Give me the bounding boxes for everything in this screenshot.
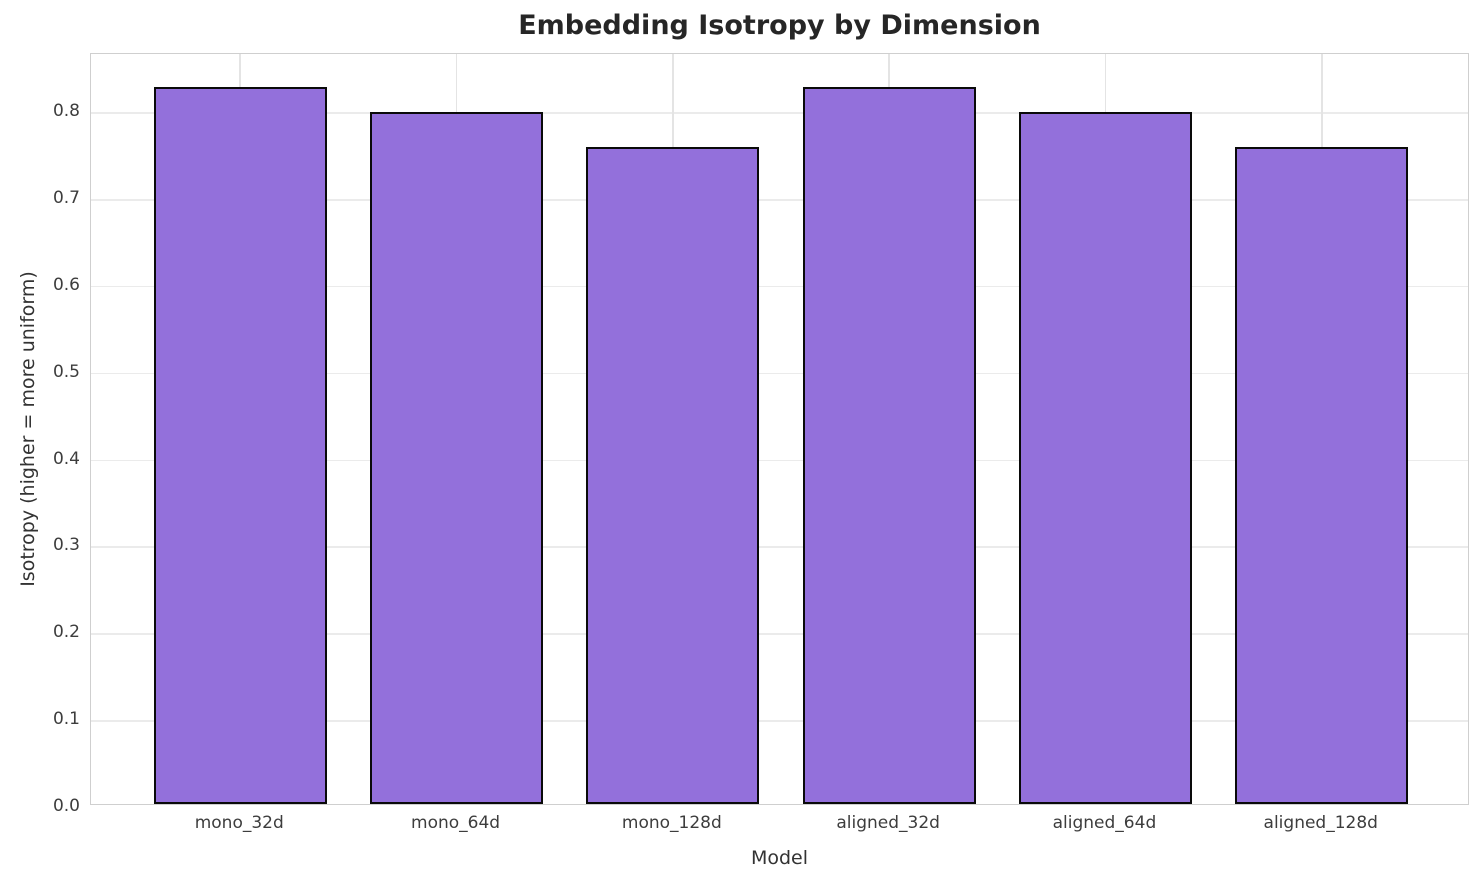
y-tick-label: 0.8 (52, 101, 80, 122)
h-gridline (91, 372, 1468, 375)
x-axis-label: Model (750, 847, 809, 869)
bar-mono_64d (370, 111, 544, 804)
y-tick-label: 0.2 (52, 622, 80, 643)
x-tick-label: aligned_64d (1052, 813, 1157, 833)
x-tick-label: aligned_32d (836, 813, 940, 833)
h-gridline (91, 459, 1468, 462)
x-tick-label: mono_32d (194, 813, 284, 833)
h-gridline (91, 720, 1468, 722)
h-gridline (91, 633, 1468, 635)
y-tick-label: 0.7 (52, 188, 80, 209)
chart-title: Embedding Isotropy by Dimension (518, 10, 1041, 41)
bar-aligned_64d (1018, 111, 1192, 804)
bar-aligned_32d (802, 86, 976, 804)
x-tick-label: aligned_128d (1263, 813, 1378, 833)
x-axis-ticks: mono_32d mono_64d mono_128d aligned_32d alig… (90, 813, 1469, 839)
y-tick-label: 0.6 (52, 274, 80, 295)
plot-area (90, 53, 1469, 805)
x-tick-label: mono_128d (621, 813, 722, 833)
h-gridline (91, 546, 1468, 548)
y-tick-label: 0.1 (52, 709, 80, 730)
y-tick-label: 0.5 (52, 361, 80, 382)
bar-mono_32d (153, 86, 327, 804)
x-tick-label: mono_64d (411, 813, 501, 833)
y-axis-ticks: 0.0 0.1 0.2 0.3 0.4 0.5 0.6 0.7 0.8 (0, 53, 80, 816)
h-gridline (91, 285, 1468, 288)
bar-aligned_128d (1235, 147, 1409, 804)
y-tick-label: 0.3 (52, 535, 80, 556)
h-gridline (91, 112, 1468, 114)
bar-mono_128d (586, 147, 760, 804)
y-tick-label: 0.4 (52, 448, 80, 469)
y-tick-label: 0.0 (52, 796, 80, 816)
h-gridline (91, 199, 1468, 201)
